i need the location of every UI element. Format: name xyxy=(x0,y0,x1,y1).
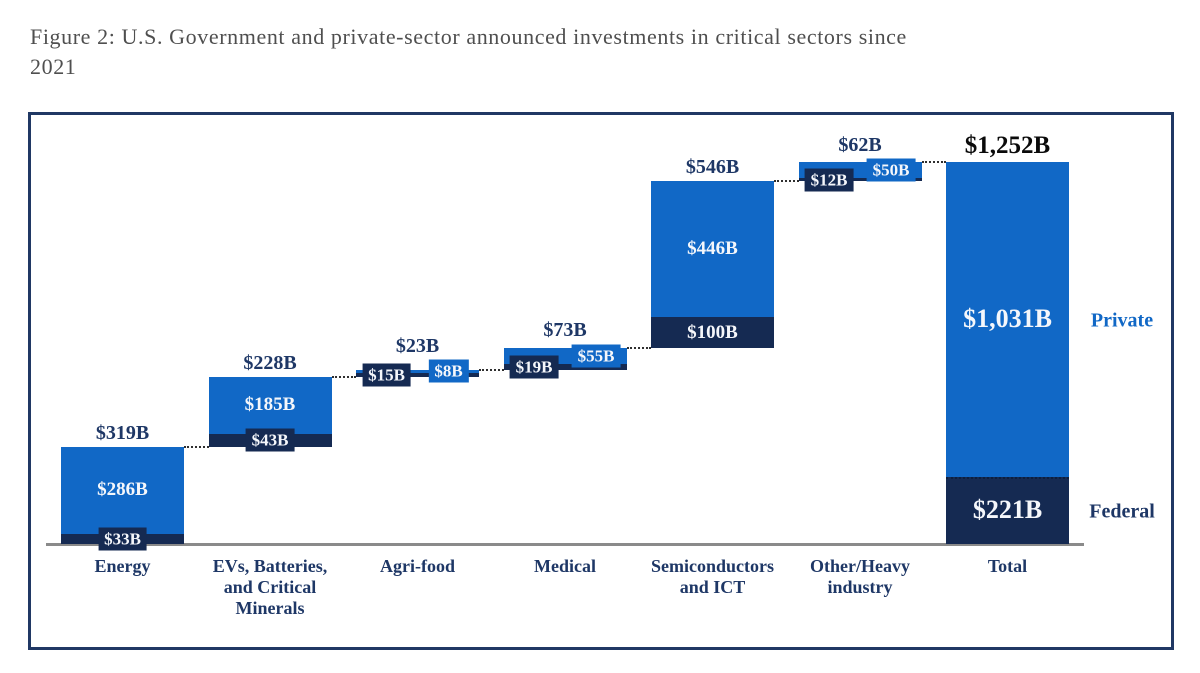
total-value-label: $228B xyxy=(243,352,297,375)
total-value-label: $23B xyxy=(395,334,440,357)
connector-line xyxy=(479,369,504,372)
connector-line xyxy=(626,346,651,349)
x-axis-line xyxy=(46,543,1084,546)
category-label-line: and ICT xyxy=(679,577,746,597)
private-segment xyxy=(356,370,479,373)
chart-area: $286B $33B $319B Energy $185B $43B $228B EVs, B… xyxy=(28,112,1174,650)
category-label: Total xyxy=(988,556,1027,577)
total-value-label: $62B xyxy=(838,133,882,156)
federal-value-label: $43B xyxy=(245,428,295,452)
category-label-line: Total xyxy=(987,556,1028,576)
federal-value-label: $100B xyxy=(687,321,738,343)
category-label-line: Energy xyxy=(94,556,151,576)
category-label: Other/Heavy industry xyxy=(810,556,910,598)
category-label-line: Semiconductors xyxy=(651,556,774,576)
category-label: Semiconductors and ICT xyxy=(651,556,774,598)
category-label: Energy xyxy=(95,556,151,577)
figure-title: Figure 2: U.S. Government and private-se… xyxy=(30,22,1180,82)
category-label: Medical xyxy=(534,556,596,577)
federal-segment xyxy=(503,364,627,371)
private-segment xyxy=(61,446,184,534)
federal-segment xyxy=(946,476,1069,544)
private-value-label: $55B xyxy=(571,344,621,368)
category-label-line: EVs, Batteries, xyxy=(212,556,328,576)
category-label-line: Agri-food xyxy=(380,556,455,576)
connector-line xyxy=(921,161,946,164)
category-label-line: Minerals xyxy=(235,598,305,618)
category-label-line: Medical xyxy=(534,556,596,576)
total-value-label: $546B xyxy=(685,156,740,179)
category-label-line: industry xyxy=(827,577,893,597)
federal-value-label: $12B xyxy=(804,168,854,192)
federal-value-label: $15B xyxy=(362,363,411,387)
total-value-label: $73B xyxy=(543,319,587,342)
private-segment xyxy=(651,181,774,318)
federal-segment xyxy=(651,317,774,348)
private-value-label: $8B xyxy=(428,359,469,383)
connector-line xyxy=(331,376,356,379)
federal-segment xyxy=(356,372,479,378)
private-value-label: $185B xyxy=(244,394,296,416)
category-label-line: Other/Heavy xyxy=(810,556,910,576)
private-value-label: $50B xyxy=(866,158,916,182)
private-value-label: $446B xyxy=(687,238,738,260)
figure-title-line2: 2021 xyxy=(30,54,77,79)
total-value-label: $319B xyxy=(95,421,150,444)
legend-federal-label: Federal xyxy=(1089,500,1155,523)
category-label: EVs, Batteries, and Critical Minerals xyxy=(213,556,327,619)
connector-line xyxy=(774,180,799,183)
federal-segment xyxy=(798,177,922,182)
private-value-label: $1,031B xyxy=(963,304,1052,334)
federal-value-label: $19B xyxy=(509,355,559,379)
figure-title-line1: Figure 2: U.S. Government and private-se… xyxy=(30,24,907,49)
private-segment xyxy=(208,377,332,434)
legend-private-label: Private xyxy=(1090,309,1154,332)
category-label-line: and Critical xyxy=(223,577,317,597)
total-value-label: $1,252B xyxy=(964,132,1051,160)
private-value-label: $286B xyxy=(97,479,148,501)
category-label: Agri-food xyxy=(380,556,455,577)
connector-line xyxy=(184,445,209,448)
federal-value-label: $221B xyxy=(972,495,1043,525)
private-segment xyxy=(946,162,1069,477)
federal-value-label: $33B xyxy=(98,527,147,551)
